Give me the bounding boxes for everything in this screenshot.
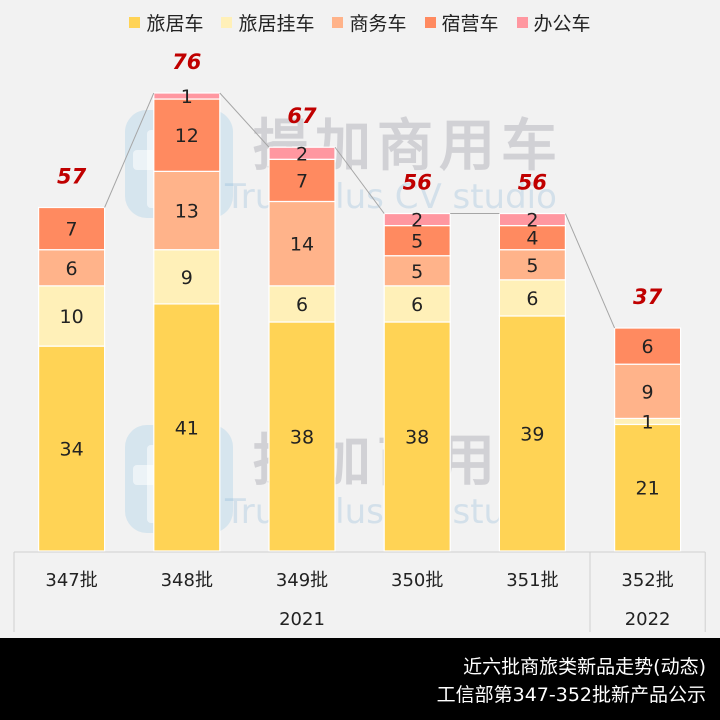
chart-subtitle: 工信部第347-352批新产品公示 [436, 684, 706, 706]
legend: 旅居车 旅居挂车 商务车 宿营车 办公车 [0, 9, 720, 36]
x-tick-label: 348批 [161, 570, 213, 591]
legend-swatch [221, 17, 233, 28]
legend-label: 商务车 [349, 13, 407, 35]
legend-swatch [129, 17, 141, 28]
total-label: 76 [172, 50, 201, 74]
bar-segment [498, 279, 566, 317]
x-group-label: 2021 [279, 609, 325, 630]
data-label: 9 [181, 267, 193, 289]
data-label: 5 [526, 255, 538, 277]
chart-title: 近六批商旅类新品走势(动态) [463, 656, 706, 678]
x-tick-label: 350批 [391, 570, 443, 591]
total-label: 56 [403, 171, 432, 195]
total-label: 37 [633, 285, 663, 309]
bar-segment [37, 285, 106, 347]
bar-segment [37, 345, 106, 552]
bar-segment [153, 303, 221, 552]
data-label: 7 [296, 170, 308, 192]
bar-segment [268, 321, 336, 552]
data-label: 9 [642, 381, 654, 403]
data-label: 4 [526, 228, 538, 250]
data-label: 5 [411, 231, 423, 253]
data-label: 13 [175, 201, 199, 223]
connector-line [104, 92, 155, 208]
data-label: 2 [296, 143, 308, 165]
data-label: 38 [405, 427, 429, 449]
legend-swatch [424, 17, 436, 28]
bar-segment [613, 327, 682, 365]
bar-segment [268, 158, 336, 203]
data-label: 14 [290, 234, 314, 256]
data-label: 10 [60, 306, 84, 328]
total-label: 57 [57, 165, 87, 189]
bar-segment [383, 255, 451, 287]
footer-caption: 近六批商旅类新品走势(动态) 工信部第347-352批新产品公示 [0, 638, 720, 720]
legend-label: 旅居车 [146, 13, 204, 35]
legend-item: 旅居挂车 [221, 9, 314, 36]
data-label: 6 [642, 336, 654, 358]
bar-segment [498, 212, 566, 227]
connector-line [219, 92, 270, 148]
bar-segment [498, 315, 566, 552]
data-label: 12 [175, 125, 199, 147]
x-tick-label: 351批 [506, 570, 558, 591]
bar-segment [498, 249, 566, 281]
legend-swatch [516, 17, 528, 28]
bar-segment [613, 423, 682, 552]
x-tick-label: 349批 [276, 570, 328, 591]
bar-segment [613, 363, 682, 420]
bar-segment [268, 200, 336, 287]
bar-segment [268, 285, 336, 323]
legend-label: 办公车 [533, 13, 591, 35]
connector-line [564, 213, 616, 329]
legend-label: 宿营车 [441, 13, 499, 35]
data-label: 7 [66, 219, 78, 241]
data-label: 41 [175, 417, 199, 439]
legend-item: 办公车 [516, 9, 591, 36]
bar-segment [268, 146, 336, 160]
x-tick-label: 347批 [45, 570, 97, 591]
bar-segment [383, 212, 451, 227]
data-label: 21 [636, 478, 660, 500]
data-label: 38 [290, 427, 314, 449]
data-label: 2 [526, 210, 538, 232]
bar-segment [153, 92, 221, 100]
connector-line [334, 146, 385, 214]
total-label: 67 [287, 104, 317, 128]
x-group-label: 2022 [625, 609, 671, 630]
bar-segment [383, 321, 451, 552]
legend-item: 旅居车 [129, 9, 203, 36]
legend-label: 旅居挂车 [238, 13, 315, 35]
bar-segment [383, 224, 451, 257]
data-label: 1 [181, 86, 193, 108]
bar-segment [37, 206, 106, 251]
legend-swatch [332, 17, 344, 28]
data-label: 6 [411, 294, 423, 316]
data-label: 6 [66, 258, 78, 280]
data-label: 1 [642, 411, 654, 433]
data-label: 39 [520, 423, 544, 445]
bar-segment [153, 98, 221, 172]
data-label: 6 [296, 294, 308, 316]
data-label: 6 [526, 288, 538, 310]
data-label: 34 [60, 439, 84, 461]
legend-item: 宿营车 [424, 9, 499, 36]
data-label: 2 [411, 210, 423, 232]
x-tick-label: 352批 [621, 570, 673, 591]
bar-segment [153, 170, 221, 251]
total-label: 56 [518, 171, 547, 195]
bar-segment [383, 285, 451, 323]
legend-item: 商务车 [332, 9, 407, 36]
data-label: 5 [411, 261, 423, 283]
